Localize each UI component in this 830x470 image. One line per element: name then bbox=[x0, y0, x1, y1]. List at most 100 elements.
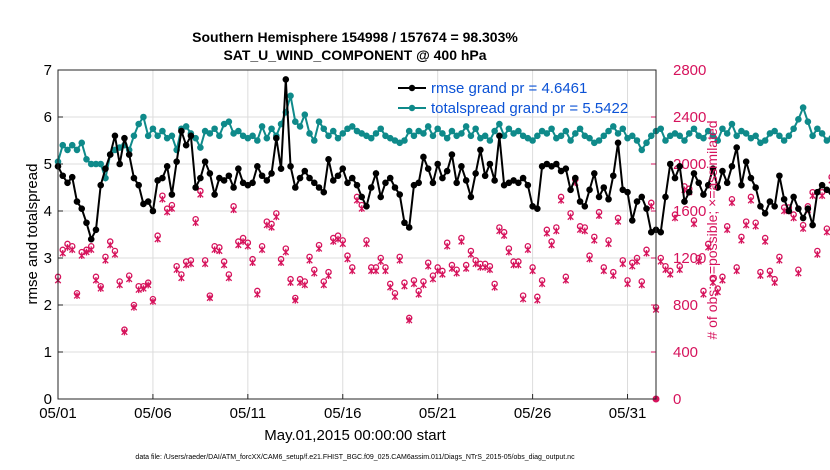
totalspread-point bbox=[600, 132, 608, 140]
obs-possible-point bbox=[828, 174, 830, 180]
obs-assimilated-point bbox=[709, 279, 717, 287]
totalspread-point bbox=[182, 123, 190, 130]
rmse-point bbox=[173, 158, 180, 165]
rmse-point bbox=[339, 165, 347, 172]
rmse-point bbox=[581, 203, 589, 210]
x-tick-label: 05/11 bbox=[230, 405, 266, 422]
x-tick-label: 05/26 bbox=[514, 405, 552, 422]
totalspread-point bbox=[377, 125, 385, 133]
rmse-point bbox=[201, 158, 209, 165]
totalspread-point bbox=[410, 132, 418, 140]
x-tick-label: 05/06 bbox=[134, 405, 172, 422]
title-block: Southern Hemisphere 154998 / 157674 = 98… bbox=[192, 29, 518, 63]
rmse-point bbox=[386, 174, 394, 182]
rmse-point bbox=[719, 167, 726, 175]
obs-assimilated-point bbox=[330, 238, 337, 245]
totalspread-point bbox=[68, 141, 76, 149]
totalspread-point bbox=[235, 127, 242, 135]
totalspread-point bbox=[59, 141, 67, 149]
rmse-point bbox=[486, 160, 494, 168]
obs-assimilated-point bbox=[486, 266, 494, 274]
obs-assimilated-point bbox=[348, 267, 356, 275]
totalspread-point bbox=[306, 130, 313, 137]
rmse-point bbox=[818, 181, 826, 189]
obs-assimilated-point bbox=[543, 229, 551, 237]
rmse-point bbox=[353, 181, 361, 189]
rmse-point bbox=[206, 170, 214, 177]
obs-assimilated-point bbox=[700, 291, 707, 298]
rmse-point bbox=[182, 141, 190, 149]
totalspread-point bbox=[723, 130, 731, 137]
rmse-point bbox=[102, 165, 109, 172]
rmse-point bbox=[628, 217, 636, 224]
rmse-point bbox=[638, 193, 646, 201]
x-tick-label: 05/21 bbox=[419, 405, 457, 422]
obs-assimilated-point bbox=[553, 227, 560, 235]
obs-assimilated-point bbox=[225, 274, 233, 282]
totalspread-point bbox=[572, 130, 579, 137]
obs-assimilated-point bbox=[277, 259, 285, 267]
obs-assimilated-point bbox=[723, 226, 731, 234]
rmse-point bbox=[64, 179, 71, 187]
totalspread-point bbox=[505, 125, 513, 133]
obs-assimilated-point bbox=[306, 256, 313, 264]
obs-assimilated-point bbox=[405, 316, 413, 324]
rmse-point bbox=[192, 184, 199, 191]
rmse-point bbox=[785, 207, 793, 215]
obs-assimilated-point bbox=[600, 267, 608, 275]
totalspread-point bbox=[472, 125, 479, 133]
totalspread-point bbox=[562, 127, 570, 135]
rmse-point bbox=[685, 188, 693, 196]
data-file-footnote: data file: /Users/raeder/DAI/ATM_forcXX/… bbox=[135, 454, 575, 461]
rmse-point bbox=[367, 184, 375, 191]
rmse-point bbox=[676, 163, 684, 170]
rmse-point bbox=[524, 181, 532, 189]
obs-assimilated-point bbox=[206, 294, 214, 302]
y2-tick-label: 0 bbox=[673, 391, 681, 408]
totalspread-point bbox=[287, 92, 294, 100]
y-axis-label: rmse and totalspread bbox=[24, 164, 41, 305]
y-tick-label: 5 bbox=[44, 156, 52, 173]
rmse-point bbox=[776, 172, 783, 180]
rmse-point bbox=[116, 160, 123, 168]
plot-frame bbox=[57, 69, 657, 400]
obs-assimilated-point bbox=[182, 261, 190, 269]
obs-assimilated-point bbox=[377, 258, 384, 265]
x-tick-label: 05/01 bbox=[39, 405, 77, 422]
totalspread-point bbox=[799, 104, 807, 111]
obs-assimilated-point bbox=[823, 228, 830, 236]
obs-assimilated-point bbox=[220, 261, 228, 269]
rmse-point bbox=[106, 151, 114, 158]
rmse-point bbox=[795, 205, 802, 212]
totalspread-point bbox=[348, 123, 356, 130]
totalspread-point bbox=[548, 125, 555, 133]
obs-assimilated-point bbox=[610, 272, 617, 279]
rmse-point bbox=[766, 198, 774, 205]
obs-assimilated-point bbox=[453, 269, 460, 277]
totalspread-point bbox=[339, 130, 347, 137]
rmse-point bbox=[443, 167, 451, 175]
obs-assimilated-point bbox=[733, 267, 740, 275]
rmse-point bbox=[358, 193, 366, 201]
obs-assimilated-point bbox=[562, 276, 570, 284]
obs-assimilated-point bbox=[159, 195, 166, 203]
totalspread-point bbox=[325, 132, 332, 140]
totalspread-point bbox=[83, 156, 90, 163]
obs-assimilated-point bbox=[814, 251, 821, 258]
obs-assimilated-point bbox=[591, 237, 598, 244]
totalspread-point bbox=[628, 132, 636, 140]
obs-assimilated-point bbox=[68, 246, 76, 254]
obs-assimilated-point bbox=[268, 224, 275, 231]
rmse-point bbox=[125, 151, 133, 158]
rmse-point bbox=[273, 134, 280, 142]
rmse-point bbox=[572, 174, 579, 182]
totalspread-point bbox=[619, 125, 627, 133]
totalspread-point bbox=[263, 134, 271, 142]
obs-assimilated-point bbox=[140, 285, 147, 292]
totalspread-point bbox=[643, 139, 650, 147]
legend: rmse grand pr = 4.6461 totalspread grand … bbox=[398, 80, 628, 117]
rmse-point bbox=[643, 205, 650, 212]
rmse-point bbox=[591, 170, 598, 177]
rmse-point bbox=[287, 163, 294, 170]
